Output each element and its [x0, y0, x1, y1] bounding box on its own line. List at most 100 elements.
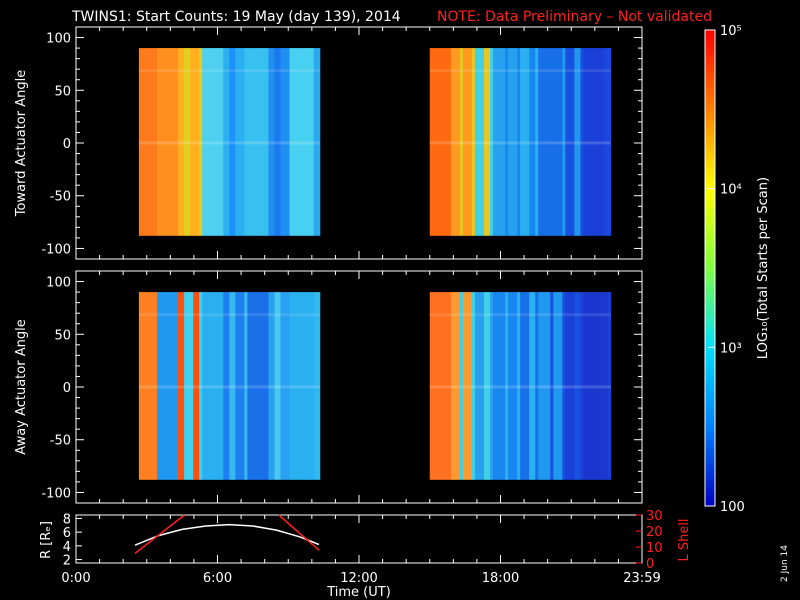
heatmap-cell [447, 48, 452, 236]
heatmap-cell [181, 48, 185, 236]
radius-line [134, 523, 320, 546]
heatmap-cell [604, 292, 609, 480]
heatmap-cell [159, 48, 164, 236]
heatmap-cell [598, 292, 603, 480]
heatmap-cell [247, 292, 251, 480]
heatmap-cell [178, 48, 182, 236]
heatmap-cell [435, 292, 440, 480]
heatmap-cell [153, 48, 158, 236]
heatmap-cell [547, 48, 551, 236]
heatmap-cell [286, 292, 291, 480]
ytick-label: 0 [63, 381, 71, 396]
heatmap-cell [435, 48, 440, 236]
heatmap-zero-stripe [429, 385, 611, 389]
heatmap-cell [568, 292, 572, 480]
heatmap-cell [595, 48, 600, 236]
lshell-tick-label: 30 [646, 509, 663, 524]
colorbar-tick-label: 100 [720, 500, 745, 515]
heatmap-cell [511, 292, 515, 480]
toward-yticks: 100 50 0 -50 -100 [41, 32, 642, 257]
away-xticks [75, 271, 643, 503]
heatmap-cell [259, 48, 264, 236]
colorbar-gradient [704, 29, 716, 507]
heatmap-cell [144, 292, 149, 480]
heatmap-cell [571, 292, 575, 480]
heatmap-cell [256, 292, 261, 480]
heatmap-cell [283, 48, 288, 236]
heatmap-cell [175, 48, 179, 236]
heatmap-cell [211, 292, 215, 480]
heatmap-band [429, 313, 611, 317]
lshell-tick-label: 20 [646, 525, 663, 540]
heatmap-cell [580, 48, 585, 236]
ytick-label: -50 [50, 434, 71, 449]
heatmap-cell [196, 292, 200, 480]
heatmap-cell [256, 48, 261, 236]
heatmap-cell [214, 292, 218, 480]
heatmap-cell [559, 48, 563, 236]
heatmap-cell [556, 48, 560, 236]
heatmap-cell [241, 292, 245, 480]
heatmap-cell [592, 292, 597, 480]
heatmap-cell [459, 292, 464, 480]
heatmap-cell [529, 292, 533, 480]
heatmap-cell [598, 48, 603, 236]
heatmap-cell [241, 48, 245, 236]
heatmap-cell [493, 48, 497, 236]
heatmap-cell [289, 292, 294, 480]
heatmap-cell [172, 48, 176, 236]
heatmap-cell [304, 292, 309, 480]
heatmap-cell [589, 48, 594, 236]
heatmap-cell [483, 48, 488, 236]
heatmap-cell [268, 48, 273, 236]
heatmap-cell [295, 292, 300, 480]
heatmap-cell [238, 292, 242, 480]
heatmap-cell [586, 48, 591, 236]
heatmap-cell [508, 292, 512, 480]
radius-ylabel: R [Rₑ] [39, 521, 54, 559]
heatmap-cell [480, 48, 485, 236]
heatmap-cell [607, 292, 612, 480]
orbit-lines [134, 514, 320, 554]
away-ylabel: Away Actuator Angle [14, 319, 29, 454]
heatmap-cell [229, 48, 233, 236]
heatmap-cell [280, 292, 285, 480]
radius-tick-label: 2 [63, 554, 71, 569]
heatmap-cell [238, 48, 242, 236]
heatmap-cell [523, 48, 527, 236]
heatmap-cell [150, 292, 155, 480]
away-yticks: 100 50 0 -50 -100 [41, 276, 642, 501]
heatmap-cell [217, 292, 221, 480]
heatmap-cell [301, 292, 306, 480]
colorbar-label: LOG₁₀(Total Starts per Scan) [756, 177, 771, 359]
heatmap-cell [141, 48, 146, 236]
heatmap-cell [583, 48, 588, 236]
heatmap-cell [205, 292, 209, 480]
ytick-label: 100 [46, 32, 71, 47]
heatmap-cell [187, 292, 191, 480]
heatmap-cell [138, 48, 143, 236]
heatmap-cell [301, 48, 306, 236]
heatmap-cell [292, 292, 297, 480]
heatmap-cell [313, 292, 318, 480]
ytick-label: 50 [54, 84, 71, 99]
heatmap-cell [274, 48, 279, 236]
heatmap-cell [517, 292, 521, 480]
heatmap-cell [571, 48, 575, 236]
heatmap-cell [286, 48, 291, 236]
heatmap-cell [538, 292, 542, 480]
heatmap-cell [307, 292, 312, 480]
xtick-label: 6:00 [203, 571, 232, 586]
heatmap-cell [166, 48, 170, 236]
heatmap-cell [499, 48, 503, 236]
toward-angle-panel: 100 50 0 -50 -100 Toward Actuator Angle [14, 26, 643, 260]
heatmap-cell [565, 48, 569, 236]
ytick-label: 50 [54, 328, 71, 343]
date-stamp: 2 Jun 14 [780, 545, 790, 582]
heatmap-zero-stripe [429, 141, 611, 145]
heatmap-cell [253, 292, 258, 480]
xtick-label: 18:00 [482, 571, 519, 586]
heatmap-cell [202, 48, 206, 236]
heatmap-cell [450, 292, 455, 480]
colorbar: 10⁵ 10⁴ 10³ 100 LOG₁₀(Total Starts per Scan… [704, 24, 771, 515]
